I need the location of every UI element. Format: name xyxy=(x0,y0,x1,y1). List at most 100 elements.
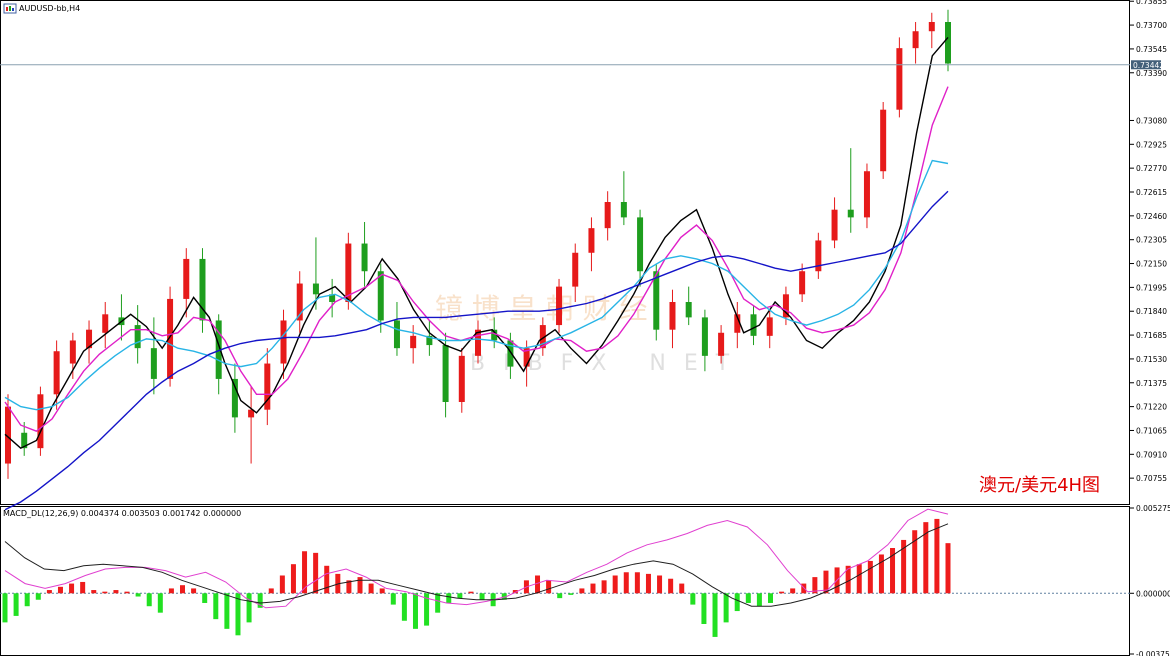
y-tick-label: 0.71840 xyxy=(1136,307,1167,316)
macd-histogram-bar xyxy=(668,578,674,594)
macd-histogram-bar xyxy=(790,588,796,594)
candle-body xyxy=(604,202,611,229)
macd-y-axis: 0.005275 0.000000 -0.003756 xyxy=(1130,504,1170,656)
macd-histogram-bar xyxy=(302,551,308,594)
candle-body xyxy=(588,228,595,253)
macd-histogram-bar xyxy=(634,572,640,594)
candle-body xyxy=(361,243,368,272)
candle-body xyxy=(653,271,660,330)
macd-histogram-bar xyxy=(867,560,873,594)
candle-body xyxy=(86,329,93,349)
ma-line-black xyxy=(4,36,949,450)
candle-body xyxy=(491,329,498,341)
candle-body xyxy=(880,109,887,172)
macd-histogram-bar xyxy=(235,593,241,636)
candle-body xyxy=(134,325,141,349)
candle-body xyxy=(248,409,255,418)
candle-body xyxy=(410,335,417,349)
macd-histogram-bar xyxy=(745,593,751,603)
y-tick-label: 0.71375 xyxy=(1136,379,1167,388)
candle-body xyxy=(37,394,44,449)
candle-body xyxy=(782,294,789,318)
macd-histogram-bar xyxy=(168,588,174,594)
candle-body xyxy=(53,351,60,395)
macd-tick-label: -0.003756 xyxy=(1136,650,1170,656)
macd-histogram-bar xyxy=(890,548,896,594)
macd-histogram-bar xyxy=(157,593,163,613)
macd-histogram-bar xyxy=(723,593,729,623)
candle-body xyxy=(507,340,514,367)
candle-body xyxy=(945,22,951,64)
macd-histogram-bar xyxy=(501,593,507,600)
macd-panel-frame xyxy=(0,506,1130,656)
candle-body xyxy=(718,332,725,356)
macd-histogram-bar xyxy=(24,593,30,607)
macd-histogram-bar xyxy=(135,593,141,597)
macd-histogram-bar xyxy=(69,583,75,594)
current-price-marker: 0.73442 xyxy=(1131,60,1164,70)
macd-histogram-bar xyxy=(412,593,418,629)
y-tick-label: 0.71220 xyxy=(1136,403,1167,412)
macd-histogram-bar xyxy=(568,593,574,595)
macd-title: MACD_DL(12,26,9) 0.004374 0.003503 0.001… xyxy=(3,509,241,518)
macd-histogram-bar xyxy=(512,590,518,594)
macd-histogram-bar xyxy=(313,552,319,594)
macd-histogram-bar xyxy=(767,593,773,603)
candle-body xyxy=(69,340,76,364)
candle-body xyxy=(912,31,919,49)
macd-histogram-bar xyxy=(468,591,474,594)
candle-body xyxy=(345,243,352,302)
macd-histogram-bar xyxy=(46,590,52,594)
macd-histogram-bar xyxy=(812,577,818,594)
y-tick-label: 0.72615 xyxy=(1136,188,1167,197)
macd-histogram-bar xyxy=(457,593,463,599)
candle-body xyxy=(475,329,481,356)
y-tick-label: 0.72925 xyxy=(1136,140,1167,149)
macd-histogram-bar xyxy=(424,593,430,626)
y-tick-label: 0.70755 xyxy=(1136,474,1167,483)
macd-histogram-bar xyxy=(2,593,8,623)
macd-histogram-bar xyxy=(213,593,219,620)
y-tick-label: 0.72305 xyxy=(1136,236,1167,245)
candle-body xyxy=(863,171,870,218)
price-panel-frame xyxy=(0,0,1130,505)
y-tick-label: 0.71995 xyxy=(1136,283,1167,292)
macd-histogram-bar xyxy=(756,593,762,607)
macd-histogram-bar xyxy=(202,593,208,603)
candle-body xyxy=(377,271,384,321)
macd-histogram-bar xyxy=(690,593,696,605)
y-tick-label: 0.71065 xyxy=(1136,426,1167,435)
macd-histogram-bar xyxy=(446,593,452,603)
candle-body xyxy=(329,294,336,302)
candle-body xyxy=(312,283,319,295)
macd-histogram-bar xyxy=(13,593,19,616)
chart-annotation: 澳元/美元4H图 xyxy=(979,475,1100,496)
y-tick-label: 0.71685 xyxy=(1136,331,1167,340)
macd-histogram-bar xyxy=(257,593,263,608)
macd-histogram-bar xyxy=(124,591,130,594)
macd-histogram-bar xyxy=(590,583,596,594)
macd-histogram-bar xyxy=(679,583,685,594)
macd-histogram-bar xyxy=(801,583,807,594)
macd-main-line xyxy=(4,523,949,607)
macd-histogram-bar xyxy=(535,575,541,594)
candle-body xyxy=(442,345,449,402)
price-y-axis: 0.73855 0.73700 0.73545 0.73390 0.73080 0.729… xyxy=(1130,0,1167,483)
macd-histogram-bar xyxy=(146,593,152,607)
candle-body xyxy=(750,314,757,336)
candle-body xyxy=(556,286,563,326)
ma-line-magenta xyxy=(4,86,949,432)
macd-histogram-bar xyxy=(324,565,330,594)
macd-histogram-bar xyxy=(623,572,629,594)
candle-body xyxy=(393,320,400,349)
macd-histogram-bar xyxy=(35,593,41,600)
y-tick-label: 0.71530 xyxy=(1136,355,1167,364)
candle-body xyxy=(231,378,238,418)
candle-body xyxy=(215,320,222,379)
macd-tick-label: 0.005275 xyxy=(1136,504,1170,513)
candle-body xyxy=(734,314,741,333)
candle-body xyxy=(815,240,822,272)
macd-histogram-bar xyxy=(102,591,108,594)
macd-histogram-bar xyxy=(712,593,718,637)
